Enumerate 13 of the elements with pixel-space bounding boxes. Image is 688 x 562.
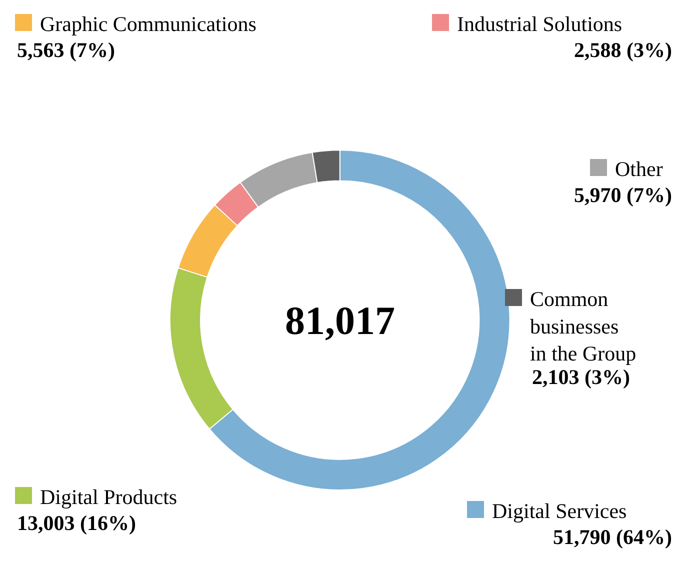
legend-label: Digital Services — [492, 499, 627, 523]
data-label: 2,588 (3%) — [574, 38, 672, 62]
data-label: 5,563 (7%) — [17, 38, 115, 62]
legend-label: Common businesses in the Group — [530, 287, 636, 366]
data-label: 2,103 (3%) — [532, 365, 630, 389]
legend-label: Digital Products — [40, 485, 178, 509]
data-label: 51,790 (64%) — [553, 525, 672, 549]
data-label: 13,003 (16%) — [17, 511, 136, 535]
data-label: 5,970 (7%) — [574, 183, 672, 207]
legend-label: Other — [615, 157, 663, 181]
text: 81,017 — [285, 298, 395, 343]
legend-label: Industrial Solutions — [457, 12, 622, 36]
legend-label: Graphic Communications — [40, 12, 256, 36]
